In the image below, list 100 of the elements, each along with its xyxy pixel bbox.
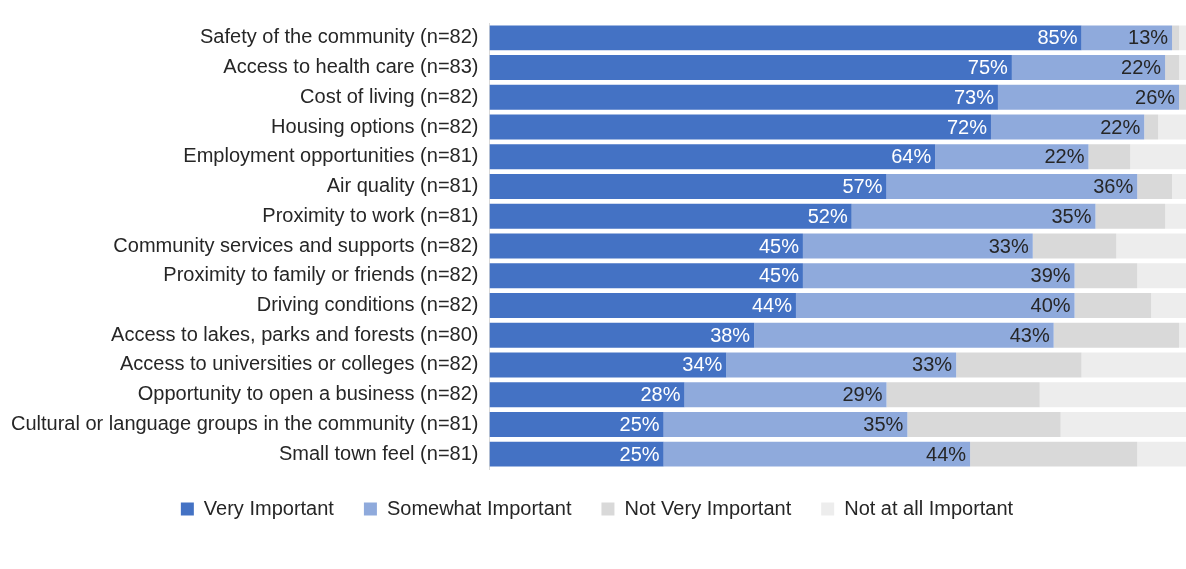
y-tick-label: Driving conditions (n=82) xyxy=(256,292,479,315)
bar xyxy=(1165,203,1186,229)
bar xyxy=(1165,55,1180,81)
data-label: 13% xyxy=(1128,26,1169,49)
data-label: 36% xyxy=(1093,175,1134,198)
bar xyxy=(1039,382,1186,408)
bar xyxy=(1137,263,1186,289)
data-label: 40% xyxy=(1030,293,1071,316)
bar xyxy=(1032,233,1117,259)
data-label: 64% xyxy=(891,145,932,168)
data-label: 33% xyxy=(912,353,953,376)
bar xyxy=(1144,114,1159,140)
data-label: 33% xyxy=(988,234,1029,257)
data-label: 29% xyxy=(842,383,883,406)
legend-label: Not Very Important xyxy=(624,496,792,519)
bar xyxy=(489,174,887,200)
bar xyxy=(1053,322,1180,348)
bar xyxy=(970,441,1138,467)
bar xyxy=(1074,292,1152,318)
bar xyxy=(1172,174,1186,200)
data-label: 85% xyxy=(1037,26,1078,49)
bar xyxy=(1137,174,1173,200)
legend-label: Somewhat Important xyxy=(386,496,572,519)
data-label: 26% xyxy=(1135,85,1176,108)
data-label: 35% xyxy=(1051,204,1092,227)
y-tick-label: Employment opportunities (n=81) xyxy=(183,144,479,167)
bar xyxy=(1151,292,1186,318)
data-label: 22% xyxy=(1044,145,1085,168)
bar xyxy=(489,203,852,229)
bar xyxy=(684,382,887,408)
bar xyxy=(663,411,908,437)
bar xyxy=(489,322,755,348)
y-tick-label: Small town feel (n=81) xyxy=(278,441,479,464)
data-label: 73% xyxy=(953,85,995,108)
bar xyxy=(1137,441,1186,467)
data-label: 57% xyxy=(842,175,883,198)
y-tick-label: Proximity to family or friends (n=82) xyxy=(163,263,479,286)
bar xyxy=(907,411,1061,437)
data-label: 45% xyxy=(758,234,800,257)
bar xyxy=(489,84,998,110)
bar xyxy=(997,84,1180,110)
data-label: 22% xyxy=(1121,56,1162,79)
data-label: 44% xyxy=(751,293,793,316)
y-tick-label: Access to lakes, parks and forests (n=80) xyxy=(111,322,479,345)
bar xyxy=(795,292,1075,318)
data-label: 52% xyxy=(807,204,848,227)
data-label: 39% xyxy=(1030,264,1071,287)
bar xyxy=(935,144,1089,170)
bar xyxy=(1130,144,1186,170)
bar xyxy=(489,25,1082,51)
legend-label: Not at all Important xyxy=(844,496,1014,519)
bar xyxy=(489,144,936,170)
bar xyxy=(489,233,803,259)
bar xyxy=(886,174,1138,200)
bar xyxy=(754,322,1054,348)
bar xyxy=(956,352,1082,378)
bar xyxy=(1095,203,1166,229)
data-label: 22% xyxy=(1100,115,1141,138)
y-tick-label: Air quality (n=81) xyxy=(326,174,479,197)
y-tick-label: Safety of the community (n=82) xyxy=(200,25,479,48)
bar xyxy=(1179,55,1186,81)
bar xyxy=(489,441,664,467)
bar xyxy=(1011,55,1166,81)
bar xyxy=(802,233,1033,259)
bar xyxy=(726,352,957,378)
y-tick-label: Cultural or language groups in the community (n=81) xyxy=(11,411,479,434)
data-label: 44% xyxy=(926,442,967,465)
data-label: 34% xyxy=(682,353,723,376)
bar xyxy=(663,441,971,467)
y-tick-label: Access to universities or colleges (n=82) xyxy=(119,352,479,375)
bar xyxy=(1179,25,1186,51)
bar xyxy=(489,292,796,318)
bar xyxy=(1088,144,1131,170)
data-label: 28% xyxy=(640,383,681,406)
data-label: 38% xyxy=(710,323,751,346)
bar xyxy=(1179,322,1186,348)
bar xyxy=(489,55,1012,81)
bar xyxy=(489,114,991,140)
bar xyxy=(1172,25,1180,51)
y-tick-label: Access to health care (n=83) xyxy=(223,55,479,78)
bar xyxy=(851,203,1096,229)
y-tick-label: Housing options (n=82) xyxy=(271,114,479,137)
data-label: 43% xyxy=(1009,323,1050,346)
bar xyxy=(489,352,727,378)
bar xyxy=(1060,411,1186,437)
data-label: 45% xyxy=(758,264,800,287)
data-label: 35% xyxy=(863,412,904,435)
data-label: 75% xyxy=(967,56,1009,79)
bar xyxy=(1116,233,1186,259)
data-label: 25% xyxy=(619,442,660,465)
bar xyxy=(886,382,1040,408)
data-label: 25% xyxy=(619,412,660,435)
bar xyxy=(1074,263,1138,289)
bar xyxy=(1179,84,1186,110)
bar xyxy=(489,382,685,408)
y-tick-label: Cost of living (n=82) xyxy=(300,84,479,107)
y-tick-label: Opportunity to open a business (n=82) xyxy=(137,382,479,405)
bar xyxy=(1158,114,1186,140)
bar xyxy=(489,263,803,289)
legend-label: Very Important xyxy=(203,496,335,519)
